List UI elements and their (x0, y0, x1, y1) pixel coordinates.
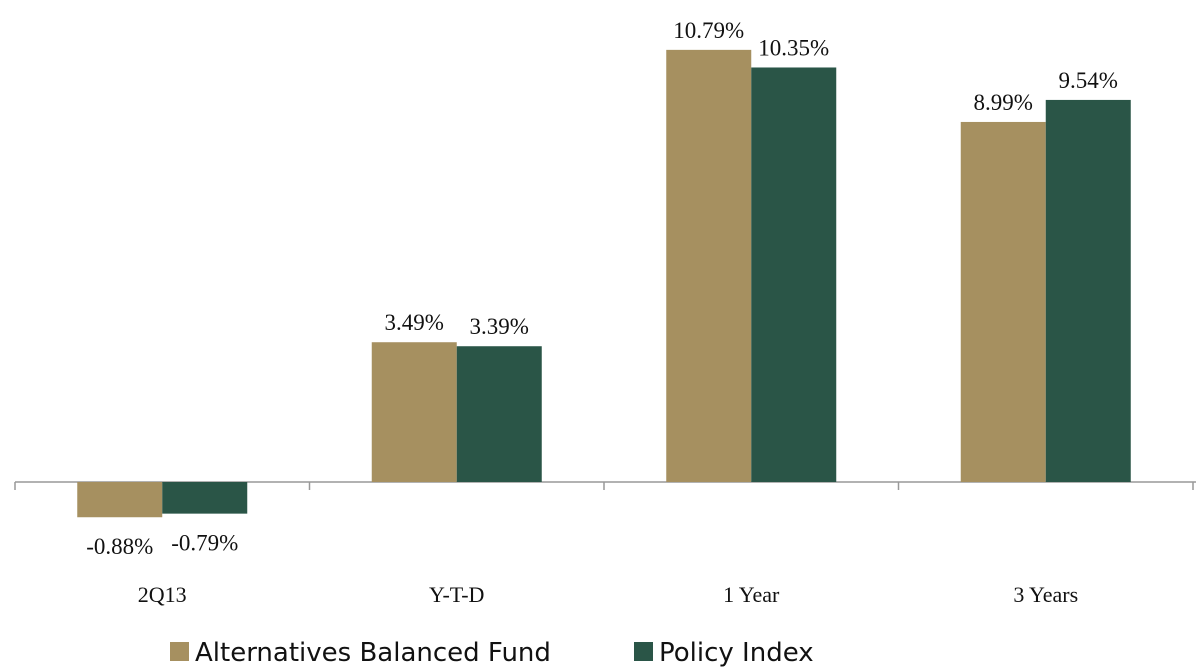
x-tick-label: 1 Year (723, 582, 780, 607)
data-label: 3.39% (470, 314, 529, 339)
bar (77, 482, 163, 518)
bar (456, 346, 542, 482)
legend-label: Policy Index (659, 638, 814, 668)
legend-label: Alternatives Balanced Fund (195, 638, 551, 668)
bar (162, 482, 248, 514)
data-label: -0.88% (86, 534, 153, 559)
legend-swatch (634, 642, 653, 661)
data-label: 10.79% (673, 18, 744, 43)
bar (1045, 99, 1131, 482)
bar (960, 121, 1046, 482)
bar (666, 49, 752, 482)
data-label: -0.79% (171, 531, 238, 556)
data-label: 10.35% (758, 35, 829, 60)
data-label: 8.99% (974, 90, 1033, 115)
data-label: 3.49% (385, 310, 444, 335)
data-label: 9.54% (1059, 68, 1118, 93)
bar (371, 342, 457, 482)
bar (751, 67, 837, 483)
x-tick-label: 2Q13 (138, 582, 187, 607)
legend-swatch (170, 642, 189, 661)
x-tick-label: Y-T-D (429, 582, 484, 607)
x-tick-label: 3 Years (1013, 582, 1078, 607)
